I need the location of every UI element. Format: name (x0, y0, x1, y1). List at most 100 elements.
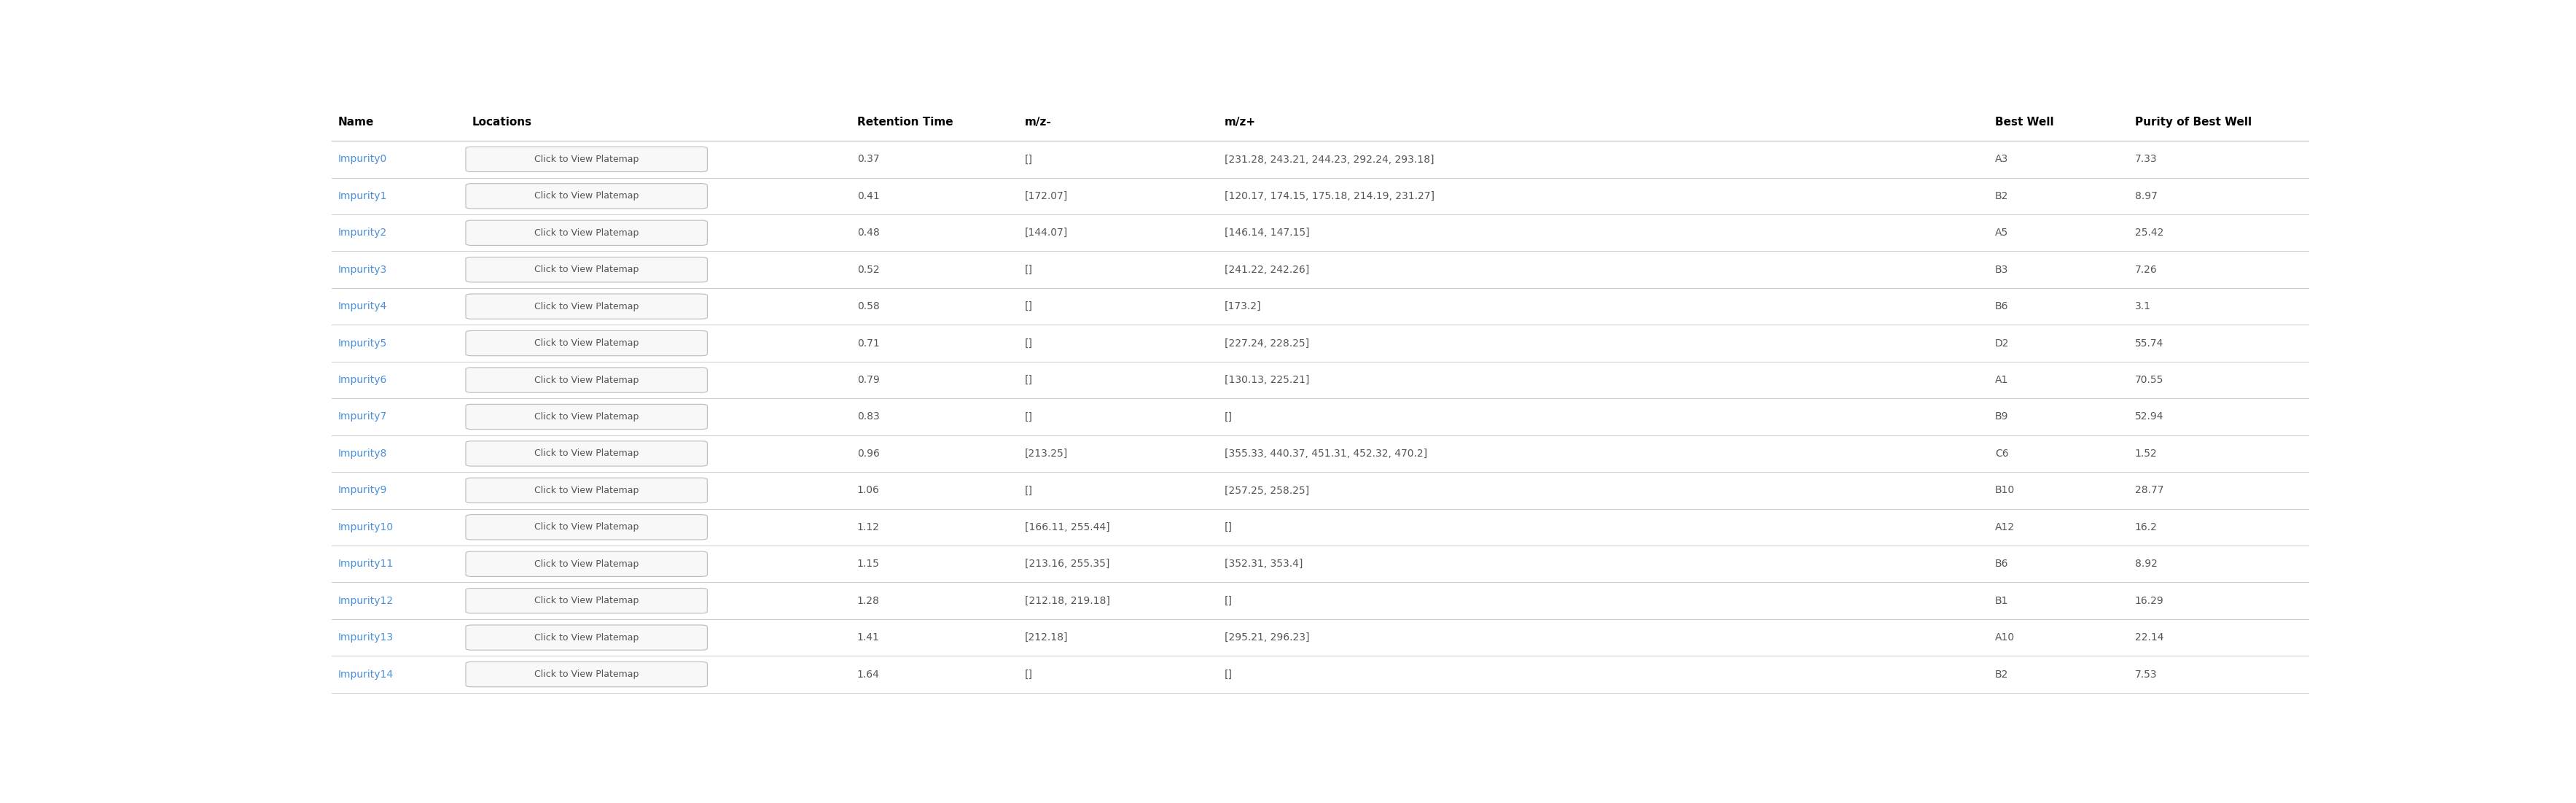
Text: 16.29: 16.29 (2136, 596, 2164, 605)
Text: Click to View Platemap: Click to View Platemap (533, 228, 639, 238)
Text: 0.52: 0.52 (858, 264, 878, 275)
Text: Impurity3: Impurity3 (337, 264, 386, 275)
Text: 0.48: 0.48 (858, 228, 878, 238)
Text: Retention Time: Retention Time (858, 117, 953, 128)
Text: B9: B9 (1994, 412, 2009, 422)
Text: [352.31, 353.4]: [352.31, 353.4] (1224, 559, 1303, 569)
Text: [355.33, 440.37, 451.31, 452.32, 470.2]: [355.33, 440.37, 451.31, 452.32, 470.2] (1224, 449, 1427, 459)
Text: [213.16, 255.35]: [213.16, 255.35] (1025, 559, 1110, 569)
Text: 1.15: 1.15 (858, 559, 878, 569)
FancyBboxPatch shape (466, 404, 708, 430)
FancyBboxPatch shape (466, 625, 708, 650)
Text: A3: A3 (1994, 154, 2009, 165)
Text: Impurity1: Impurity1 (337, 191, 386, 202)
Text: 0.37: 0.37 (858, 154, 878, 165)
FancyBboxPatch shape (466, 515, 708, 540)
Text: 1.12: 1.12 (858, 522, 878, 532)
Text: Click to View Platemap: Click to View Platemap (533, 633, 639, 642)
Text: Click to View Platemap: Click to View Platemap (533, 191, 639, 201)
Text: []: [] (1025, 669, 1033, 679)
Text: []: [] (1224, 596, 1231, 605)
Text: A5: A5 (1994, 228, 2009, 238)
FancyBboxPatch shape (466, 220, 708, 246)
Text: 70.55: 70.55 (2136, 375, 2164, 385)
Text: 0.71: 0.71 (858, 338, 878, 349)
Text: Impurity7: Impurity7 (337, 412, 386, 422)
Text: 0.58: 0.58 (858, 301, 878, 312)
Text: [212.18]: [212.18] (1025, 633, 1069, 642)
Text: Impurity8: Impurity8 (337, 449, 386, 459)
Text: Click to View Platemap: Click to View Platemap (533, 302, 639, 312)
FancyBboxPatch shape (466, 294, 708, 319)
Text: B3: B3 (1994, 264, 2009, 275)
Text: m/z+: m/z+ (1224, 117, 1257, 128)
Text: [231.28, 243.21, 244.23, 292.24, 293.18]: [231.28, 243.21, 244.23, 292.24, 293.18] (1224, 154, 1435, 165)
Text: [213.25]: [213.25] (1025, 449, 1069, 459)
Text: Purity of Best Well: Purity of Best Well (2136, 117, 2251, 128)
Text: Locations: Locations (471, 117, 531, 128)
Text: 0.96: 0.96 (858, 449, 878, 459)
Text: Click to View Platemap: Click to View Platemap (533, 375, 639, 385)
Text: A1: A1 (1994, 375, 2009, 385)
Text: 1.64: 1.64 (858, 669, 878, 679)
Text: Impurity2: Impurity2 (337, 228, 386, 238)
Text: [173.2]: [173.2] (1224, 301, 1262, 312)
Text: Click to View Platemap: Click to View Platemap (533, 412, 639, 422)
Text: [120.17, 174.15, 175.18, 214.19, 231.27]: [120.17, 174.15, 175.18, 214.19, 231.27] (1224, 191, 1435, 202)
Text: [212.18, 219.18]: [212.18, 219.18] (1025, 596, 1110, 605)
Text: Impurity6: Impurity6 (337, 375, 386, 385)
Text: Impurity13: Impurity13 (337, 633, 394, 642)
Text: 16.2: 16.2 (2136, 522, 2156, 532)
Text: 7.53: 7.53 (2136, 669, 2156, 679)
Text: [241.22, 242.26]: [241.22, 242.26] (1224, 264, 1309, 275)
Text: B2: B2 (1994, 669, 2009, 679)
Text: Click to View Platemap: Click to View Platemap (533, 154, 639, 164)
Text: Impurity9: Impurity9 (337, 485, 386, 495)
Text: B6: B6 (1994, 301, 2009, 312)
Text: []: [] (1224, 522, 1231, 532)
Text: 8.92: 8.92 (2136, 559, 2156, 569)
Text: Impurity0: Impurity0 (337, 154, 386, 165)
Text: []: [] (1025, 301, 1033, 312)
FancyBboxPatch shape (466, 147, 708, 172)
Text: Click to View Platemap: Click to View Platemap (533, 559, 639, 569)
Text: Click to View Platemap: Click to View Platemap (533, 339, 639, 348)
Text: 0.83: 0.83 (858, 412, 878, 422)
Text: 0.41: 0.41 (858, 191, 878, 202)
Text: []: [] (1025, 154, 1033, 165)
Text: Best Well: Best Well (1994, 117, 2053, 128)
Text: Name: Name (337, 117, 374, 128)
FancyBboxPatch shape (466, 589, 708, 613)
Text: B6: B6 (1994, 559, 2009, 569)
Text: 1.52: 1.52 (2136, 449, 2156, 459)
FancyBboxPatch shape (466, 478, 708, 503)
Text: 1.28: 1.28 (858, 596, 878, 605)
Text: Impurity4: Impurity4 (337, 301, 386, 312)
FancyBboxPatch shape (466, 441, 708, 466)
Text: Click to View Platemap: Click to View Platemap (533, 670, 639, 679)
Text: []: [] (1025, 338, 1033, 349)
FancyBboxPatch shape (466, 552, 708, 577)
FancyBboxPatch shape (466, 331, 708, 356)
Text: 8.97: 8.97 (2136, 191, 2156, 202)
Text: B1: B1 (1994, 596, 2009, 605)
Text: Impurity10: Impurity10 (337, 522, 394, 532)
Text: Click to View Platemap: Click to View Platemap (533, 596, 639, 605)
Text: []: [] (1224, 669, 1231, 679)
Text: Impurity5: Impurity5 (337, 338, 386, 349)
Text: 52.94: 52.94 (2136, 412, 2164, 422)
Text: 7.26: 7.26 (2136, 264, 2156, 275)
Text: [166.11, 255.44]: [166.11, 255.44] (1025, 522, 1110, 532)
Text: [146.14, 147.15]: [146.14, 147.15] (1224, 228, 1309, 238)
Text: m/z-: m/z- (1025, 117, 1051, 128)
Text: [144.07]: [144.07] (1025, 228, 1069, 238)
Text: Impurity12: Impurity12 (337, 596, 394, 605)
Text: 55.74: 55.74 (2136, 338, 2164, 349)
Text: 1.41: 1.41 (858, 633, 878, 642)
Text: Click to View Platemap: Click to View Platemap (533, 265, 639, 275)
FancyBboxPatch shape (466, 368, 708, 393)
Text: [257.25, 258.25]: [257.25, 258.25] (1224, 485, 1309, 495)
Text: Impurity14: Impurity14 (337, 669, 394, 679)
FancyBboxPatch shape (466, 184, 708, 209)
Text: []: [] (1025, 264, 1033, 275)
